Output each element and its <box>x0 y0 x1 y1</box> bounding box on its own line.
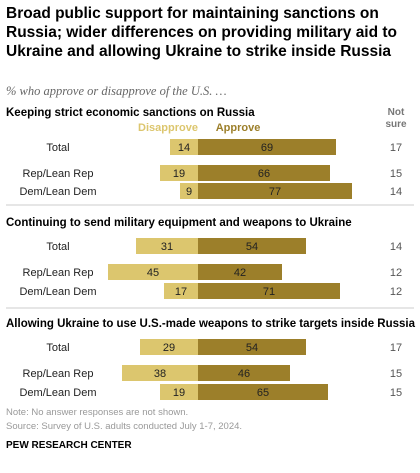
bar-label-disapprove: 29 <box>163 342 175 354</box>
not-sure-value: 15 <box>390 368 402 380</box>
bar-disapprove <box>136 238 198 254</box>
chart-subtitle: % who approve or disapprove of the U.S. … <box>6 84 227 98</box>
legend-approve: Approve <box>216 122 261 134</box>
legend-not-sure: sure <box>385 119 407 130</box>
bar-label-approve: 66 <box>258 168 270 180</box>
row-label: Total <box>46 241 69 253</box>
row-label: Dem/Lean Dem <box>19 186 96 198</box>
bar-disapprove <box>108 264 198 280</box>
bar-approve <box>198 384 328 400</box>
bar-label-disapprove: 17 <box>175 286 187 298</box>
bar-label-approve: 65 <box>257 387 269 399</box>
panel-title: Allowing Ukraine to use U.S.-made weapon… <box>6 318 416 330</box>
not-sure-value: 12 <box>390 267 402 279</box>
bar-label-approve: 54 <box>246 241 258 253</box>
row-label: Rep/Lean Rep <box>23 368 94 380</box>
bar-label-approve: 71 <box>263 286 275 298</box>
panel-title: Continuing to send military equipment an… <box>6 217 352 229</box>
bar-label-disapprove: 14 <box>178 142 190 154</box>
row-label: Total <box>46 342 69 354</box>
bar-label-approve: 42 <box>234 267 246 279</box>
not-sure-value: 15 <box>390 387 402 399</box>
bar-approve <box>198 264 282 280</box>
bar-approve <box>198 283 340 299</box>
bar-disapprove <box>122 365 198 381</box>
not-sure-value: 17 <box>390 342 402 354</box>
bar-approve <box>198 165 330 181</box>
source-text: Source: Survey of U.S. adults conducted … <box>6 421 243 432</box>
bar-label-approve: 69 <box>261 142 273 154</box>
bar-label-disapprove: 9 <box>186 186 192 198</box>
bar-label-disapprove: 45 <box>147 267 159 279</box>
row-label: Rep/Lean Rep <box>23 168 94 180</box>
bar-label-disapprove: 19 <box>173 387 185 399</box>
bar-disapprove <box>160 384 198 400</box>
bar-disapprove <box>160 165 198 181</box>
bar-approve <box>198 183 352 199</box>
chart-title: Broad public support for maintaining san… <box>6 5 398 60</box>
brand-logo-text: PEW RESEARCH CENTER <box>6 440 132 451</box>
bar-label-disapprove: 31 <box>161 241 173 253</box>
legend-not-sure: Not <box>388 107 405 118</box>
bar-label-approve: 77 <box>269 186 281 198</box>
bar-approve <box>198 139 336 155</box>
bar-disapprove <box>164 283 198 299</box>
bar-label-disapprove: 19 <box>173 168 185 180</box>
bar-label-approve: 46 <box>238 368 250 380</box>
bar-disapprove <box>170 139 198 155</box>
row-label: Dem/Lean Dem <box>19 286 96 298</box>
not-sure-value: 14 <box>390 241 402 253</box>
bar-approve <box>198 339 306 355</box>
row-label: Rep/Lean Rep <box>23 267 94 279</box>
row-label: Total <box>46 142 69 154</box>
bar-disapprove <box>140 339 198 355</box>
not-sure-value: 17 <box>390 142 402 154</box>
note-text: Note: No answer responses are not shown. <box>6 407 189 418</box>
legend-disapprove: Disapprove <box>138 122 198 134</box>
bar-disapprove <box>180 183 198 199</box>
row-label: Dem/Lean Dem <box>19 387 96 399</box>
not-sure-value: 15 <box>390 168 402 180</box>
bar-approve <box>198 238 306 254</box>
not-sure-value: 12 <box>390 286 402 298</box>
panel-title: Keeping strict economic sanctions on Rus… <box>6 107 255 119</box>
not-sure-value: 14 <box>390 186 402 198</box>
bar-label-disapprove: 38 <box>154 368 166 380</box>
bar-approve <box>198 365 290 381</box>
bar-label-approve: 54 <box>246 342 258 354</box>
